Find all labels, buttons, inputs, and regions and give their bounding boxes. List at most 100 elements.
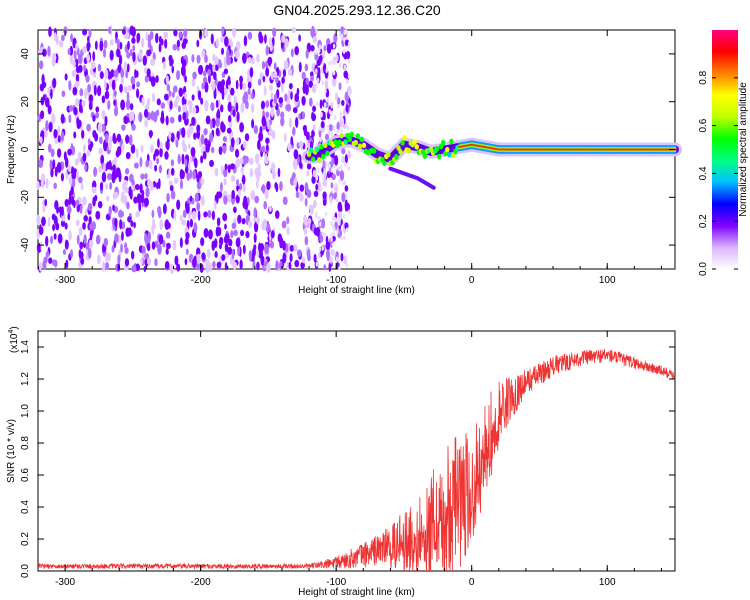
spectrogram-noise-cell bbox=[82, 28, 88, 36]
spectrogram-noise-cell bbox=[124, 116, 129, 124]
spectrogram-noise-cell bbox=[184, 258, 188, 266]
spectrogram-noise-cell bbox=[264, 34, 267, 44]
spectrogram-noise-cell bbox=[144, 75, 149, 83]
spectrogram-noise-cell bbox=[334, 182, 337, 188]
spectrogram-noise-cell bbox=[315, 68, 318, 74]
spectrogram-noise-cell bbox=[265, 144, 269, 152]
spectrogram-noise-cell bbox=[247, 68, 251, 79]
snr-x-tick-label: -200 bbox=[191, 577, 211, 588]
spectrogram-noise-cell bbox=[220, 181, 223, 192]
spectrogram-noise-cell bbox=[191, 54, 195, 63]
spectrogram-noise-cell bbox=[96, 85, 102, 97]
spectrogram-noise-cell bbox=[61, 206, 64, 217]
spectrogram-noise-cell bbox=[304, 197, 308, 207]
spectrogram-noise-cell bbox=[332, 125, 336, 131]
spectrogram-noise-cell bbox=[101, 95, 106, 104]
spectrogram-noise-cell bbox=[43, 256, 48, 264]
spectrogram-noise-cell bbox=[173, 177, 179, 185]
spectrogram-noise-cell bbox=[315, 211, 318, 217]
spectrogram-noise-cell bbox=[227, 114, 232, 123]
spectrogram-noise-cell bbox=[242, 184, 246, 193]
spectrogram-band-cell bbox=[602, 148, 606, 151]
spectrogram-noise-cell bbox=[318, 48, 321, 54]
spectrogram-noise-cell bbox=[47, 216, 51, 228]
spectrogram-noise-cell bbox=[214, 64, 219, 71]
spectrogram-noise-cell bbox=[251, 91, 254, 100]
snr-series bbox=[37, 349, 676, 572]
spectrogram-noise-cell bbox=[164, 38, 168, 49]
spectrogram-y-tick-label: -20 bbox=[20, 190, 31, 205]
spectrogram-noise-cell bbox=[324, 133, 330, 141]
spectrogram-noise-cell bbox=[249, 168, 254, 178]
spectrogram-noise-cell bbox=[205, 115, 211, 125]
spectrogram-noise-cell bbox=[240, 102, 245, 114]
spectrogram-band-cell bbox=[556, 148, 559, 151]
spectrogram-noise-cell bbox=[323, 264, 327, 271]
spectrogram-noise-cell bbox=[343, 30, 346, 36]
spectrogram-band-cell bbox=[515, 148, 518, 151]
spectrogram-noise-cell bbox=[187, 143, 191, 150]
spectrogram-noise-cell bbox=[246, 76, 251, 83]
spectrogram-noise-cell bbox=[136, 81, 141, 88]
spectrogram-noise-cell bbox=[70, 249, 74, 259]
spectrogram-noise-cell bbox=[169, 185, 174, 192]
spectrogram-noise-cell bbox=[312, 105, 317, 112]
spectrogram-noise-cell bbox=[220, 104, 224, 113]
spectrogram-noise-cell bbox=[70, 186, 74, 196]
spectrogram-noise-cell bbox=[235, 79, 239, 90]
spectrogram-noise-cell bbox=[240, 229, 245, 237]
spectrogram-band-cell bbox=[434, 146, 440, 152]
spectrogram-noise-cell bbox=[308, 97, 313, 107]
spectrogram-y-tick-label: 40 bbox=[20, 48, 31, 60]
spectrogram-noise-cell bbox=[50, 167, 54, 178]
spectrogram-noise-cell bbox=[57, 233, 63, 244]
colorbar-ticks: 0.0 0.2 0.4 0.6 0.8 bbox=[698, 70, 738, 276]
spectrogram-noise-cell bbox=[118, 171, 122, 183]
spectrogram-noise-cell bbox=[197, 210, 201, 221]
spectrogram-noise-cell bbox=[305, 49, 309, 59]
spectrogram-noise-cell bbox=[215, 127, 220, 137]
spectrogram-noise-cell bbox=[156, 98, 161, 106]
spectrogram-noise-cell bbox=[230, 230, 234, 239]
spectrogram-noise-cell bbox=[126, 201, 130, 210]
spectrogram-noise-cell bbox=[215, 99, 219, 108]
spectrogram-noise-cell bbox=[251, 57, 255, 65]
spectrogram-noise-cell bbox=[160, 115, 165, 124]
spectrogram-band-cell bbox=[521, 148, 524, 151]
spectrogram-band-cell bbox=[436, 153, 442, 160]
spectrogram-noise-cell bbox=[322, 191, 327, 200]
spectrogram-band-cell bbox=[355, 133, 361, 139]
spectrogram-noise-cell bbox=[110, 39, 114, 46]
spectrogram-band-cell bbox=[359, 136, 365, 143]
spectrogram-noise-cell bbox=[253, 221, 259, 233]
spectrogram-noise-cell bbox=[340, 127, 343, 133]
spectrogram-noise-cell bbox=[150, 58, 156, 67]
spectrogram-noise-cell bbox=[120, 243, 123, 253]
spectrogram-noise-cell bbox=[277, 167, 281, 178]
spectrogram-noise-cell bbox=[239, 122, 244, 133]
spectrogram-noise-cell bbox=[338, 220, 341, 226]
spectrogram-band-cell bbox=[398, 148, 403, 155]
spectrogram-noise-cell bbox=[192, 257, 197, 269]
spectrogram-band-cell bbox=[486, 146, 490, 149]
spectrogram-noise-cell bbox=[109, 182, 113, 190]
spectrogram-noise-cell bbox=[330, 182, 334, 189]
spectrogram-noise-cell bbox=[339, 164, 343, 170]
spectrogram-noise-cell bbox=[147, 40, 152, 49]
spectrogram-noise-cell bbox=[58, 39, 64, 48]
spectrogram-noise-cell bbox=[211, 210, 215, 221]
spectrogram-noise-cell bbox=[322, 159, 326, 170]
spectrogram-noise-cell bbox=[132, 51, 136, 63]
spectrogram-noise-cell bbox=[284, 38, 289, 48]
spectrogram-noise-cell bbox=[332, 231, 336, 237]
spectrogram-noise-cell bbox=[126, 52, 131, 59]
spectrogram-band-cell bbox=[484, 146, 488, 149]
spectrogram-noise-cell bbox=[339, 169, 345, 181]
spectrogram-noise-cell bbox=[189, 218, 194, 228]
spectrogram-noise-cell bbox=[202, 150, 207, 160]
spectrogram-noise-cell bbox=[40, 110, 45, 120]
spectrogram-noise-cell bbox=[45, 251, 50, 258]
spectrogram-noise-cell bbox=[145, 159, 150, 168]
spectrogram-noise-cell bbox=[47, 45, 51, 57]
spectrogram-noise-cell bbox=[124, 186, 129, 194]
